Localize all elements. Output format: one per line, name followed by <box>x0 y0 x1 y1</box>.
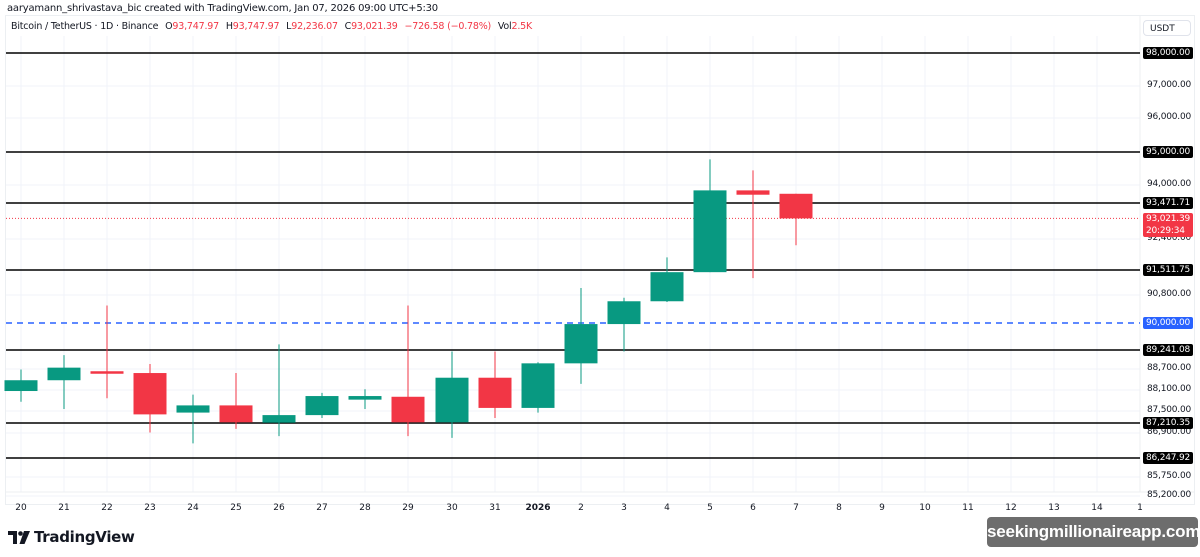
time-tick-label: 2026 <box>525 503 551 513</box>
price-level-tag: 95,000.00 <box>1143 146 1194 158</box>
chart-frame <box>5 15 1195 505</box>
candle-body[interactable] <box>693 190 727 273</box>
time-tick-label: 12 <box>1005 503 1017 513</box>
candle-body[interactable] <box>262 415 296 423</box>
time-tick-label: 11 <box>962 503 974 513</box>
time-tick-label: 25 <box>230 503 242 513</box>
low-value: 92,236.07 <box>291 21 338 32</box>
candle-body[interactable] <box>650 272 684 302</box>
bar-countdown: 20:29:34 <box>1146 226 1185 236</box>
volume-label: Vol <box>497 21 512 32</box>
high-value: 93,747.97 <box>232 21 280 32</box>
last-price-tag: 93,021.39 20:29:34 <box>1143 213 1194 237</box>
chart-credit: aaryamann_shrivastava_bic created with T… <box>7 3 438 14</box>
last-price-value: 93,021.39 <box>1146 214 1191 224</box>
candle-body[interactable] <box>305 396 339 416</box>
candle-body[interactable] <box>736 190 770 195</box>
candle-body[interactable] <box>478 377 512 408</box>
price-tick-label: 92,400.00 <box>1147 233 1192 243</box>
price-level-tag: 89,241.08 <box>1143 344 1194 356</box>
time-tick-label: 22 <box>101 503 113 513</box>
price-level-tag: 90,000.00 <box>1143 317 1194 329</box>
watermark: seekingmillionaireapp.com <box>987 517 1200 547</box>
open-label: O <box>165 21 173 32</box>
time-tick-label: 2 <box>578 503 584 513</box>
brand-name: TradingView <box>34 528 135 546</box>
time-tick-label: 13 <box>1048 503 1060 513</box>
symbol-legend: Bitcoin / TetherUS · 1D · Binance O93,74… <box>11 21 532 32</box>
close-value: 93,021.39 <box>351 21 398 32</box>
candle-body[interactable] <box>607 301 641 325</box>
price-tick-label: 90,800.00 <box>1147 289 1192 299</box>
close-label: C <box>344 21 352 32</box>
time-tick-label: 23 <box>144 503 156 513</box>
price-tick-label: 86,900.00 <box>1147 427 1192 437</box>
candle-body[interactable] <box>564 324 598 364</box>
candle-body[interactable] <box>348 396 382 400</box>
price-level-tag: 91,511.75 <box>1143 264 1194 276</box>
volume-value: 2.5K <box>511 21 533 32</box>
tradingview-logo[interactable]: TradingView <box>8 528 135 546</box>
candle-body[interactable] <box>176 405 210 413</box>
price-level-tag: 93,471.71 <box>1143 197 1194 209</box>
price-tick-label: 85,200.00 <box>1147 490 1192 500</box>
time-tick-label: 21 <box>58 503 70 513</box>
time-tick-label: 10 <box>919 503 931 513</box>
change-value: −726.58 (−0.78%) <box>404 21 492 32</box>
candle-body[interactable] <box>391 396 425 423</box>
price-level-tag: 86,247.92 <box>1143 452 1194 464</box>
tradingview-logo-icon <box>8 530 30 544</box>
price-tick-label: 87,500.00 <box>1147 405 1192 415</box>
time-tick-label: 31 <box>489 503 501 513</box>
candle-body[interactable] <box>4 380 38 392</box>
time-tick-label: 24 <box>187 503 199 513</box>
time-tick-label: 5 <box>707 503 713 513</box>
time-tick-label: 4 <box>664 503 670 513</box>
candle-body[interactable] <box>47 367 81 381</box>
time-tick-label: 28 <box>359 503 371 513</box>
time-tick-label: 3 <box>621 503 627 513</box>
low-label: L <box>286 21 292 32</box>
time-tick-label: 6 <box>750 503 756 513</box>
price-tick-label: 88,100.00 <box>1147 384 1192 394</box>
candle-body[interactable] <box>219 405 253 423</box>
time-tick-label: 27 <box>316 503 328 513</box>
price-tick-label: 88,700.00 <box>1147 363 1192 373</box>
open-value: 93,747.97 <box>172 21 219 32</box>
price-tick-label: 96,000.00 <box>1147 112 1192 122</box>
candle-body[interactable] <box>90 371 124 374</box>
price-level-tag: 98,000.00 <box>1143 47 1194 59</box>
candle-body[interactable] <box>521 363 555 408</box>
high-label: H <box>225 21 233 32</box>
candle-body[interactable] <box>779 193 813 219</box>
time-tick-label: 7 <box>793 503 799 513</box>
time-tick-label: 9 <box>879 503 885 513</box>
time-tick-label: 1 <box>1137 503 1143 513</box>
time-tick-label: 8 <box>836 503 842 513</box>
time-tick-label: 29 <box>402 503 414 513</box>
time-tick-label: 14 <box>1091 503 1103 513</box>
price-tick-label: 85,750.00 <box>1147 471 1192 481</box>
candle-body[interactable] <box>435 377 469 423</box>
time-tick-label: 26 <box>273 503 285 513</box>
price-tick-label: 94,000.00 <box>1147 179 1192 189</box>
time-tick-label: 30 <box>446 503 458 513</box>
currency-button[interactable]: USDT <box>1143 20 1191 36</box>
time-tick-label: 20 <box>15 503 27 513</box>
candle-body[interactable] <box>133 373 167 415</box>
price-tick-label: 97,000.00 <box>1147 80 1192 90</box>
symbol-name: Bitcoin / TetherUS · 1D · Binance <box>11 21 159 32</box>
price-level-tag: 87,210.35 <box>1143 417 1194 429</box>
